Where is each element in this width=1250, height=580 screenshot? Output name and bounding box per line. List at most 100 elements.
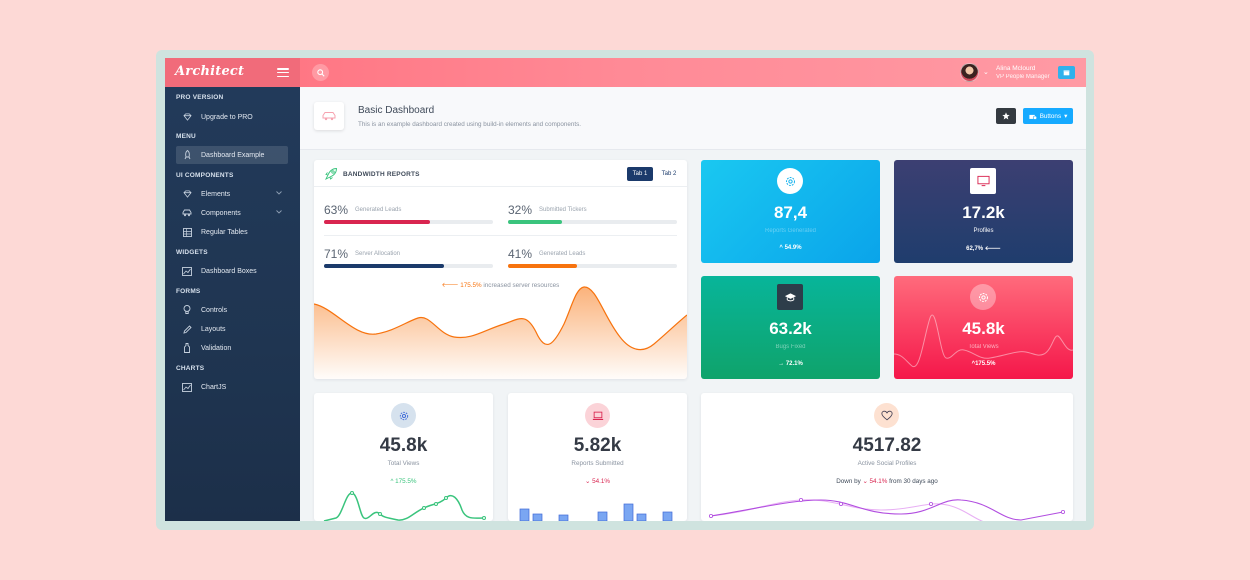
top-bar: Architect ⌄ Alina Mclourd VP People Mana…	[165, 58, 1086, 87]
chevron-down-icon: ▾	[1064, 112, 1068, 120]
sidebar-item-label: Validation	[201, 344, 232, 352]
progress-bar	[324, 264, 493, 268]
sidebar-heading: PRO VERSION	[176, 94, 224, 101]
lightbulb-icon	[182, 305, 192, 315]
sidebar-item-controls[interactable]: Controls	[176, 301, 288, 319]
arrow-up-icon: ^	[779, 245, 785, 251]
progress-bar	[508, 220, 677, 224]
sidebar-item-label: Components	[201, 209, 241, 217]
sidebar-heading: FORMS	[176, 288, 201, 295]
sidebar-item-label: ChartJS	[201, 383, 227, 391]
user-avatar[interactable]	[960, 63, 979, 82]
calendar-button[interactable]	[1058, 66, 1075, 79]
chevron-down-icon	[276, 190, 282, 197]
sidebar-heading: WIDGETS	[176, 249, 208, 256]
brand-area: Architect	[165, 58, 300, 87]
sidebar-item-chartjs[interactable]: ChartJS	[176, 378, 288, 396]
stat-card-total-views: 45.8k Total Views ^ 175.5%	[314, 393, 493, 521]
heart-icon	[874, 403, 899, 428]
buttons-dropdown-button[interactable]: Buttons ▾	[1023, 108, 1073, 124]
stat-value: 63.2k	[769, 319, 812, 338]
progress-fill	[508, 264, 578, 268]
stat-tile-bugs-fixed: 63.2k Bugs Fixed → 72.1%	[701, 276, 880, 379]
chart-icon	[182, 382, 192, 392]
stat-label: Total Views	[387, 460, 420, 467]
rocket-icon	[182, 150, 192, 160]
sidebar-item-elements[interactable]: Elements	[176, 185, 288, 203]
buttons-label: Buttons	[1039, 112, 1062, 120]
stat-label: Reports Submitted	[571, 460, 624, 467]
stat-tile-profiles: 17.2k Profiles 62,7% 🡐	[894, 160, 1073, 263]
sidebar-heading: UI COMPONENTS	[176, 172, 234, 179]
progress-bar	[324, 220, 493, 224]
sidebar-item-label: Regular Tables	[201, 228, 248, 236]
bandwidth-note: 🡐 175.5% increased server resources	[314, 281, 687, 289]
hamburger-menu-icon[interactable]	[277, 68, 289, 78]
stat-card-active-social-profiles: 4517.82 Active Social Profiles Down by ⌄…	[701, 393, 1073, 521]
sidebar-item-regular-tables[interactable]: Regular Tables	[176, 223, 288, 241]
arrow-right-icon: →	[778, 361, 786, 367]
table-icon	[182, 227, 192, 237]
progress-bar	[508, 264, 677, 268]
note-value: 175.5%	[460, 282, 482, 289]
car-icon	[314, 102, 344, 130]
stat-label: Reports Generated	[764, 228, 817, 234]
gear-icon	[970, 284, 996, 310]
sidebar-item-label: Dashboard Example	[201, 151, 265, 159]
sidebar-item-label: Elements	[201, 190, 231, 198]
arrow-down-icon: ⌄	[585, 478, 593, 485]
stat-label: Active Social Profiles	[857, 460, 917, 467]
sidebar-heading: MENU	[176, 133, 196, 140]
monitor-icon	[970, 168, 996, 194]
app-logo: Architect	[175, 64, 245, 79]
page-subtitle: This is an example dashboard created usi…	[358, 121, 581, 128]
page-header: Basic Dashboard This is an example dashb…	[300, 87, 1086, 150]
sidebar-item-layouts[interactable]: Layouts	[176, 320, 288, 338]
note-text: increased server resources	[483, 282, 560, 289]
stat-value: 17.2k	[962, 203, 1005, 222]
metric-percent: 41%	[508, 247, 533, 261]
stat-change: ⌄ 54.1%	[585, 478, 610, 485]
stat-change: ^ 175.5%	[390, 478, 417, 485]
stat-value: 87,4	[773, 203, 808, 222]
sidebar-item-upgrade[interactable]: Upgrade to PRO	[176, 108, 288, 126]
pencil-icon	[182, 324, 192, 334]
tab-1[interactable]: Tab 1	[627, 167, 653, 181]
sidebar-item-dashboard-example[interactable]: Dashboard Example	[176, 146, 288, 164]
arrow-left-icon: 🡐	[441, 282, 459, 289]
sidebar-item-components[interactable]: Components	[176, 204, 288, 222]
search-button[interactable]	[312, 64, 329, 81]
sidebar: PRO VERSION Upgrade to PRO MENU Dashboar…	[165, 87, 300, 521]
stat-trend: 62,7% 🡐	[966, 246, 1001, 252]
stat-value: 4517.82	[852, 435, 922, 456]
bar-sparkline-chart	[519, 503, 673, 521]
sidebar-item-label: Controls	[201, 306, 228, 314]
sidebar-item-validation[interactable]: Validation	[176, 339, 288, 357]
metric-label: Server Allocation	[355, 251, 401, 257]
metric-percent: 32%	[508, 203, 533, 217]
stat-trend: → 72.1%	[778, 361, 803, 367]
star-icon	[1002, 112, 1010, 120]
stat-tile-reports-generated: 87,4 Reports Generated ^ 54.9%	[701, 160, 880, 263]
chevron-down-icon[interactable]: ⌄	[983, 69, 989, 76]
sidebar-item-label: Dashboard Boxes	[201, 267, 257, 275]
rocket-icon	[324, 168, 337, 181]
gear-icon	[391, 403, 416, 428]
calendar-icon	[1063, 70, 1070, 76]
business-time-icon	[1029, 114, 1037, 120]
sparkline-chart	[323, 491, 486, 521]
diamond-icon	[182, 112, 192, 122]
sidebar-item-dashboard-boxes[interactable]: Dashboard Boxes	[176, 262, 288, 280]
card-header: BANDWIDTH REPORTS Tab 1 Tab 2	[314, 160, 687, 187]
favorite-button[interactable]	[996, 108, 1016, 124]
progress-fill	[324, 220, 431, 224]
arrow-down-icon: ⌄	[862, 478, 868, 485]
tab-2[interactable]: Tab 2	[661, 171, 677, 177]
divider	[324, 235, 677, 236]
metric-percent: 71%	[324, 247, 349, 261]
gear-icon	[777, 168, 803, 194]
tile-line-chart	[894, 314, 1073, 368]
stat-trend: ^ 54.9%	[779, 245, 802, 251]
sidebar-item-label: Layouts	[201, 325, 226, 333]
chevron-down-icon	[276, 209, 282, 216]
